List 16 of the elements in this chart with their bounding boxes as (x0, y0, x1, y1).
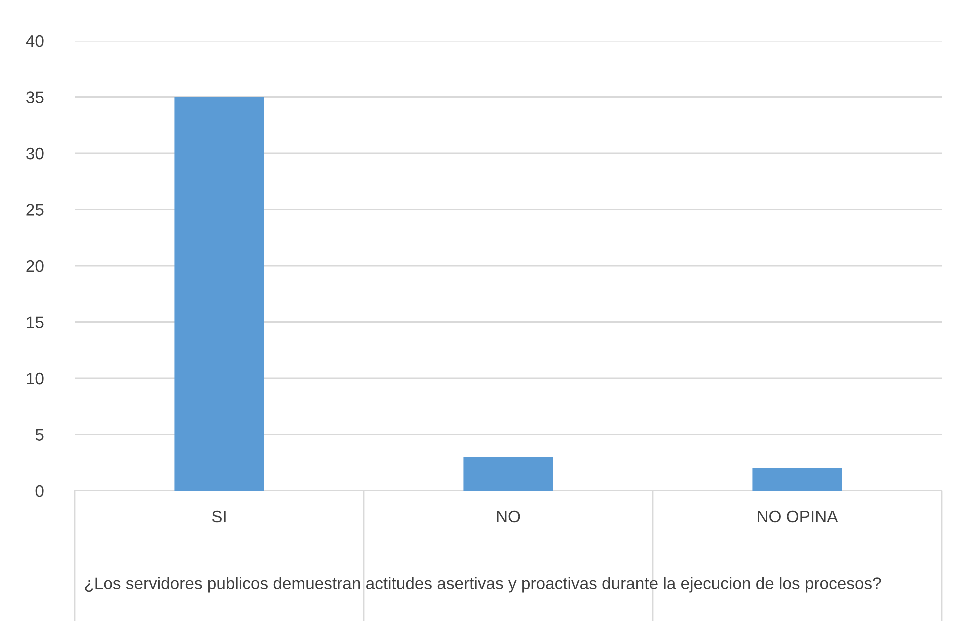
x-tick-label: SI (212, 510, 226, 523)
y-tick-label: 40 (26, 35, 44, 48)
y-tick-label: 35 (26, 92, 44, 104)
y-tick-label: 5 (36, 429, 44, 441)
x-tick-label: NO OPINA (758, 510, 838, 523)
y-tick-label: 10 (27, 372, 44, 385)
bar (752, 468, 842, 491)
x-tick-label: NO (497, 510, 520, 523)
y-tick-label: 25 (26, 204, 44, 216)
y-tick-label: 15 (27, 316, 44, 328)
y-tick-label: 30 (26, 148, 44, 160)
bar (174, 97, 264, 491)
y-tick-label: 0 (36, 485, 44, 498)
bar (464, 457, 554, 491)
y-tick-label: 20 (26, 260, 44, 272)
x-axis-title: ¿Los servidores publicos demuestran actitudes asertivas y proactivas durante la ejecucion de los procesos? (85, 577, 882, 593)
